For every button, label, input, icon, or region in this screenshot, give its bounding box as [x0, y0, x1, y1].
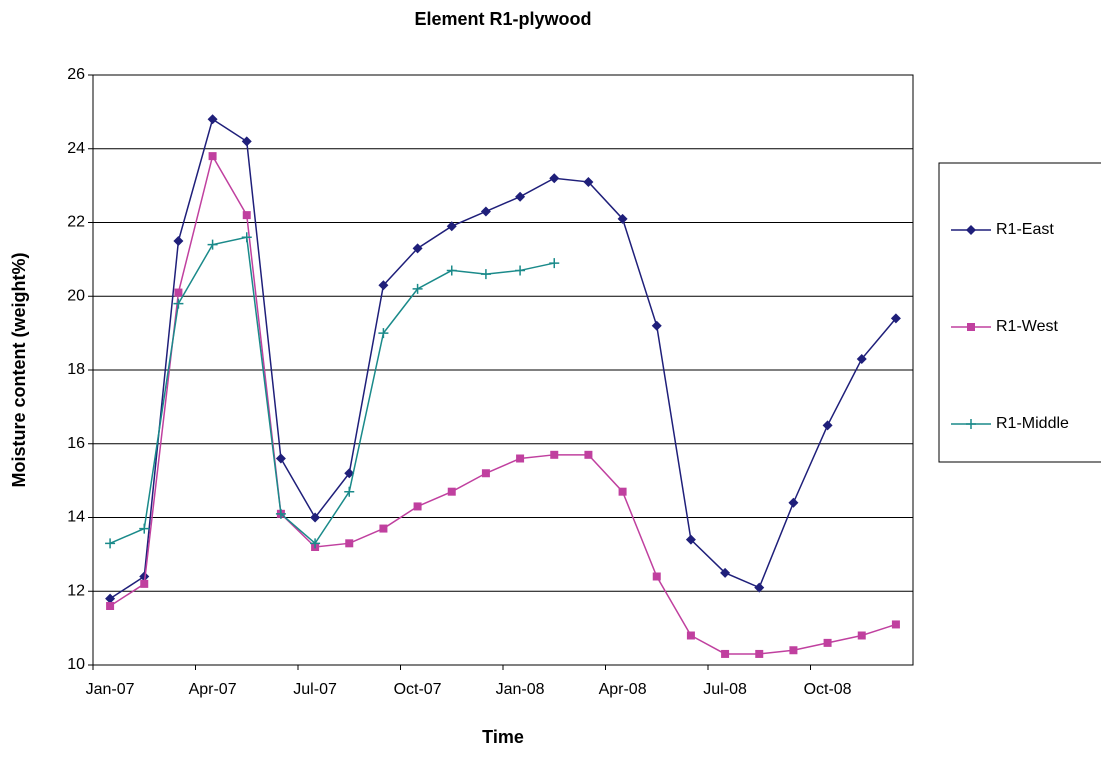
- marker: [617, 213, 628, 224]
- marker: [856, 353, 867, 364]
- marker: [515, 191, 526, 202]
- series-line: [109, 118, 897, 600]
- marker: [516, 454, 525, 463]
- marker: [446, 221, 457, 232]
- marker: [480, 269, 491, 280]
- marker: [584, 450, 593, 459]
- legend-label: R1-West: [996, 318, 1058, 335]
- marker: [345, 539, 354, 548]
- marker: [174, 288, 183, 297]
- y-tick-label: 10: [67, 656, 85, 673]
- marker: [966, 225, 976, 235]
- x-axis-label: Time: [482, 727, 524, 747]
- y-tick-label: 12: [67, 582, 85, 599]
- marker: [891, 620, 900, 629]
- x-tick-label: Jul-07: [293, 681, 337, 698]
- marker: [310, 512, 321, 523]
- marker: [344, 486, 355, 497]
- marker: [139, 523, 150, 534]
- marker: [823, 638, 832, 647]
- marker: [173, 235, 184, 246]
- marker: [379, 524, 388, 533]
- y-tick-label: 16: [67, 435, 85, 452]
- marker: [378, 328, 389, 339]
- marker: [967, 323, 975, 331]
- marker: [310, 538, 321, 549]
- marker: [788, 497, 799, 508]
- marker: [208, 152, 217, 161]
- marker: [721, 649, 730, 658]
- marker: [720, 567, 731, 578]
- x-tick-label: Jan-07: [86, 681, 135, 698]
- marker: [106, 602, 115, 610]
- marker: [549, 258, 560, 269]
- marker: [344, 468, 355, 479]
- marker: [241, 136, 252, 147]
- marker: [890, 313, 901, 324]
- marker: [241, 232, 252, 243]
- marker: [857, 631, 866, 640]
- y-tick-label: 18: [67, 361, 85, 378]
- marker: [755, 649, 764, 658]
- marker: [275, 453, 286, 464]
- marker: [105, 538, 116, 549]
- marker: [207, 114, 218, 125]
- marker: [754, 582, 765, 593]
- marker: [242, 211, 251, 220]
- chart-title: Element R1-plywood: [414, 9, 591, 29]
- x-tick-label: Oct-08: [804, 681, 852, 698]
- marker: [789, 646, 798, 655]
- marker: [447, 487, 456, 496]
- series-line: [109, 154, 897, 655]
- marker: [139, 571, 150, 582]
- marker: [140, 579, 149, 588]
- marker: [480, 206, 491, 217]
- series-line: [109, 236, 555, 545]
- marker: [207, 239, 218, 250]
- marker: [685, 534, 696, 545]
- marker: [275, 508, 286, 519]
- marker: [652, 572, 661, 581]
- marker: [618, 487, 627, 496]
- y-tick-label: 26: [67, 66, 85, 83]
- y-axis-label: Moisture content (weight%): [9, 253, 29, 488]
- x-tick-label: Jul-08: [703, 681, 747, 698]
- marker: [549, 173, 560, 184]
- x-tick-label: Oct-07: [394, 681, 442, 698]
- y-tick-label: 24: [67, 140, 85, 157]
- marker: [173, 298, 184, 309]
- marker: [966, 419, 976, 429]
- legend-label: R1-East: [996, 221, 1054, 238]
- marker: [413, 502, 422, 511]
- x-tick-label: Apr-07: [189, 681, 237, 698]
- y-tick-label: 20: [67, 287, 85, 304]
- x-tick-label: Jan-08: [496, 681, 545, 698]
- y-tick-label: 22: [67, 214, 85, 231]
- legend-box: [938, 162, 1101, 463]
- marker: [412, 243, 423, 254]
- marker: [550, 450, 559, 459]
- marker: [446, 265, 457, 276]
- marker: [378, 280, 389, 291]
- marker: [105, 593, 116, 604]
- legend-label: R1-Middle: [996, 415, 1069, 432]
- marker: [412, 283, 423, 294]
- marker: [651, 320, 662, 331]
- marker: [583, 176, 594, 187]
- marker: [481, 469, 490, 478]
- marker: [515, 265, 526, 276]
- x-tick-label: Apr-08: [599, 681, 647, 698]
- marker: [822, 420, 833, 431]
- marker: [686, 631, 695, 640]
- y-tick-label: 14: [67, 509, 85, 526]
